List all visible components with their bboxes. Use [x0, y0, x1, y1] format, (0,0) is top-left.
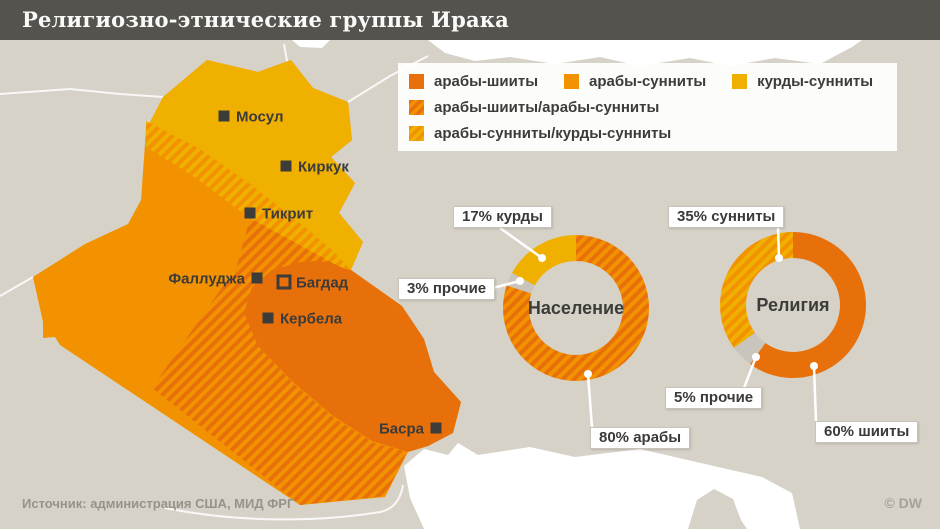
donut-center-label: Население [528, 298, 624, 318]
legend-swatch [409, 74, 424, 89]
source-note: Источник: администрация США, МИД ФРГ [22, 496, 295, 511]
callout-dot [516, 277, 524, 285]
city-marker [244, 207, 256, 219]
map-city: Киркук [280, 159, 349, 176]
callout-line [586, 373, 594, 428]
callout-dot [538, 254, 546, 262]
callout-line [776, 227, 781, 259]
donut-slice [720, 232, 793, 348]
callout-label: 80% арабы [590, 427, 691, 449]
city-marker [262, 312, 274, 324]
city-label: Мосул [236, 109, 283, 126]
map-city: Фаллуджа [168, 271, 263, 288]
legend-item: арабы-шииты/арабы-сунниты [409, 99, 659, 116]
legend: арабы-шииты арабы-сунниты курды-сунниты ара… [398, 63, 897, 151]
callout-label: 3% прочие [398, 278, 496, 300]
turkey-region [428, 40, 862, 66]
cities-layer: Мосул Киркук Тикрит Фаллуджа Багдад Кербела Ба… [168, 109, 442, 438]
callout-line [742, 356, 758, 389]
city-marker [280, 160, 292, 172]
legend-label: арабы-сунниты/курды-сунниты [434, 125, 672, 142]
callout-dot [810, 362, 818, 370]
map-city: Кербела [262, 311, 343, 328]
city-label: Кербела [280, 311, 343, 328]
city-label: Басра [379, 421, 425, 438]
legend-item: арабы-шииты [409, 73, 538, 90]
map-city: Багдад [276, 274, 349, 292]
callout-dot [752, 353, 760, 361]
shia-region [244, 261, 461, 452]
legend-row: арабы-шииты арабы-сунниты курды-сунниты [409, 73, 887, 90]
map-city: Тикрит [244, 206, 313, 223]
donut-slice [503, 235, 649, 381]
donut-slice [733, 332, 766, 365]
legend-swatch [409, 100, 424, 115]
callout-dot [775, 254, 783, 262]
donut-center-label: Религия [756, 295, 829, 315]
callout-line [812, 365, 818, 422]
dw-copyright: © DW [884, 495, 922, 511]
header-bar: Религиозно-этнические группы Ирака [0, 0, 940, 40]
donuts-layer: Население Религия [503, 232, 866, 381]
north-white-patch [292, 40, 330, 48]
legend-label: арабы-шииты [434, 73, 539, 90]
legend-item: арабы-сунниты [564, 73, 706, 90]
legend-swatch [564, 74, 580, 89]
legend-item: курды-сунниты [732, 73, 873, 90]
border-line-jordan [0, 276, 34, 297]
city-marker [218, 110, 230, 122]
shia-sunni-mixed-band [152, 218, 407, 505]
city-marker [430, 422, 442, 434]
callout-line [499, 226, 543, 260]
legend-item: арабы-сунниты/курды-сунниты [409, 125, 671, 142]
map-city: Мосул [218, 109, 283, 126]
callout-label: 60% шииты [815, 421, 919, 443]
border-line-turkey-syria [0, 87, 164, 98]
callout-dot [584, 370, 592, 378]
city-label: Тикрит [262, 206, 313, 223]
legend-label: арабы-шииты/арабы-сунниты [434, 99, 660, 116]
donut-slice [750, 232, 866, 378]
legend-swatch [409, 126, 424, 141]
border-line-turkey-iran [347, 55, 429, 103]
sunni-kurd-mixed-band [146, 121, 349, 273]
legend-swatch [732, 74, 748, 89]
border-line-saudi-kuwait [164, 484, 404, 521]
callout-label: 17% курды [453, 206, 552, 228]
qatar-peninsula [688, 489, 747, 529]
map-city: Басра [379, 421, 442, 438]
callout-label: 35% сунниты [668, 206, 785, 228]
city-label: Киркук [298, 159, 349, 176]
legend-row: арабы-шииты/арабы-сунниты [409, 99, 887, 116]
kurd-region [146, 60, 363, 270]
legend-row: арабы-сунниты/курды-сунниты [409, 125, 887, 142]
callout-label: 5% прочие [665, 387, 763, 409]
legend-label: курды-сунниты [757, 73, 874, 90]
legend-label: арабы-сунниты [589, 73, 707, 90]
city-marker-capital [276, 274, 292, 290]
city-label: Багдад [296, 275, 349, 292]
city-label: Фаллуджа [168, 271, 245, 288]
callout-lines-layer [488, 226, 818, 428]
city-marker [251, 272, 263, 284]
page-title: Религиозно-этнические группы Ирака [22, 7, 509, 32]
